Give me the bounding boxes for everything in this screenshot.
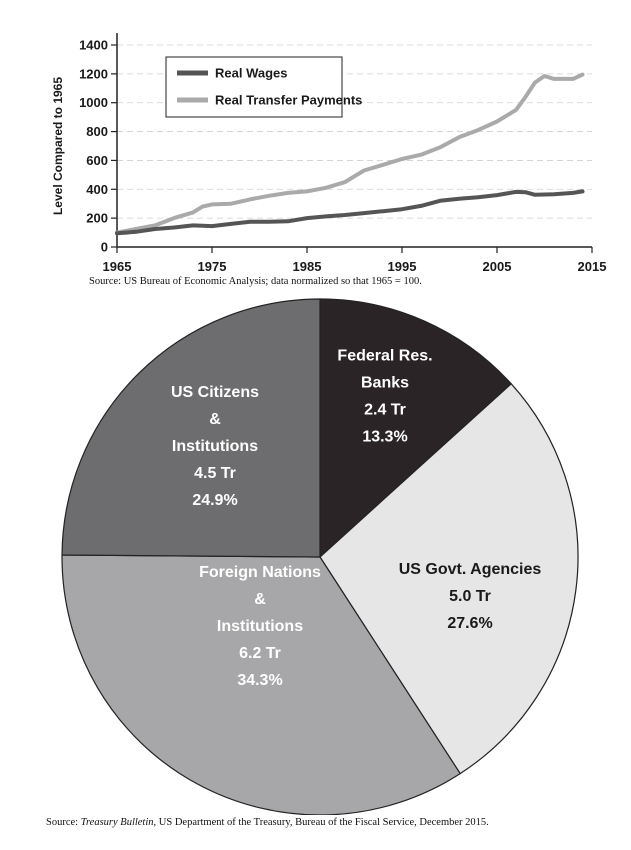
pie-label-us-citizens-institutions: 24.9% — [192, 492, 237, 509]
y-tick-label: 600 — [86, 153, 108, 168]
pie-label-foreign-nations-institutions: 6.2 Tr — [239, 645, 281, 662]
pie-label-federal-reserve-banks: Banks — [361, 375, 409, 392]
pie-label-foreign-nations-institutions: & — [254, 591, 266, 608]
pie-label-federal-reserve-banks: 13.3% — [362, 429, 407, 446]
x-tick-label: 2015 — [578, 259, 607, 274]
pie-slice-foreign-nations-institutions — [61, 554, 461, 815]
legend-label: Real Transfer Payments — [215, 93, 362, 108]
x-tick-label: 1975 — [198, 259, 227, 274]
pie-label-us-govt-agencies: 5.0 Tr — [449, 588, 491, 605]
source-publication: Treasury Bulletin — [80, 817, 154, 828]
pie-label-foreign-nations-institutions: Foreign Nations — [199, 564, 321, 581]
y-tick-label: 400 — [86, 182, 108, 197]
y-tick-label: 800 — [86, 124, 108, 139]
pie-label-foreign-nations-institutions: 34.3% — [237, 672, 282, 689]
pie-chart-source: Source: Treasury Bulletin, US Department… — [46, 817, 489, 828]
series-line-real-wages — [115, 189, 585, 236]
y-tick-label: 0 — [101, 240, 108, 255]
source-prefix: Source: — [46, 817, 81, 828]
y-tick-label: 1200 — [79, 66, 108, 81]
pie-slice-us-citizens-institutions — [61, 298, 321, 558]
series-line-real-transfer-payments — [115, 72, 585, 235]
pie-slice-us-govt-agencies — [319, 383, 579, 775]
x-tick-label: 1995 — [388, 259, 417, 274]
source-suffix: , US Department of the Treasury, Bureau … — [153, 817, 489, 828]
y-axis-label: Level Compared to 1965 — [51, 77, 65, 215]
legend-label: Real Wages — [215, 66, 288, 81]
pie-label-us-citizens-institutions: 4.5 Tr — [194, 465, 236, 482]
pie-chart: Federal Res. Banks 2.4 Tr 13.3% US Govt. Age… — [61, 298, 579, 815]
x-tick-label: 1985 — [293, 259, 322, 274]
pie-label-us-citizens-institutions: & — [209, 411, 221, 428]
pie-label-foreign-nations-institutions: Institutions — [217, 618, 303, 635]
pie-label-us-govt-agencies: 27.6% — [447, 615, 492, 632]
pie-label-us-citizens-institutions: US Citizens — [171, 384, 259, 401]
line-chart-source: Source: US Bureau of Economic Analysis; … — [89, 276, 422, 287]
x-tick-label: 1965 — [103, 259, 132, 274]
legend: Real Wages Real Transfer Payments — [165, 56, 362, 118]
y-tick-label: 1400 — [79, 38, 108, 53]
pie-label-federal-reserve-banks: Federal Res. — [337, 348, 432, 365]
legend-box — [165, 56, 343, 118]
pie-slice-federal-reserve-banks — [319, 298, 512, 558]
pie-label-federal-reserve-banks: 2.4 Tr — [364, 402, 406, 419]
pie-label-us-govt-agencies: US Govt. Agencies — [399, 561, 542, 578]
x-tick-label: 2005 — [483, 259, 512, 274]
pie-label-us-citizens-institutions: Institutions — [172, 438, 258, 455]
line-chart: 0 200 400 600 800 1000 1200 1400 1965 1975 1985 199… — [51, 33, 607, 274]
y-tick-label: 200 — [86, 211, 108, 226]
y-tick-label: 1000 — [79, 95, 108, 110]
